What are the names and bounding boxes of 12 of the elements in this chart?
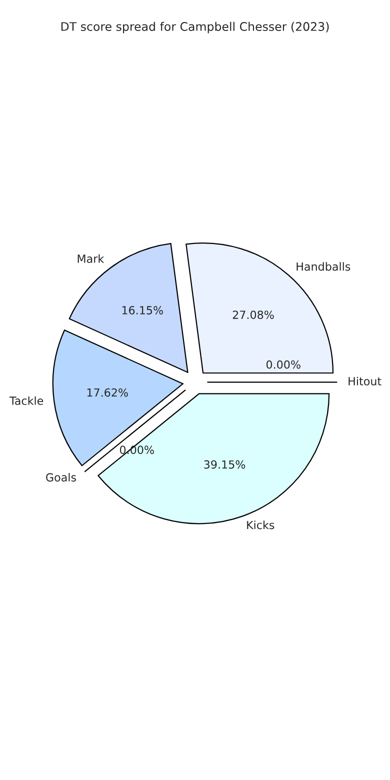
category-label: Goals	[46, 472, 76, 482]
slice-label: Tackle	[9, 396, 44, 405]
data-label: 39.15%	[204, 460, 246, 469]
slice-label: Handballs	[296, 262, 350, 271]
data-label: 17.62%	[87, 388, 128, 397]
category-label: Hitout	[348, 376, 382, 386]
data-label: 16.15%	[122, 306, 163, 314]
data-label: 27.08%	[232, 310, 274, 319]
chart-title: DT score spread for Campbell Chesser (2023)	[61, 22, 329, 34]
slice-label: Mark	[78, 254, 104, 263]
slice-label: Kicks	[247, 520, 274, 530]
text: 0.00%	[266, 360, 300, 369]
